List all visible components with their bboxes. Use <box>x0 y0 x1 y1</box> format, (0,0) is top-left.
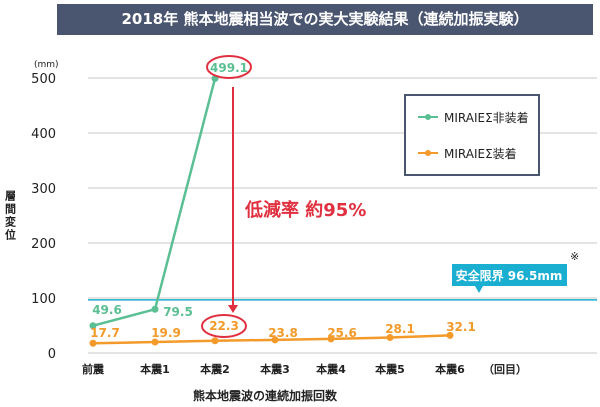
data-point <box>446 331 454 339</box>
data-label: 79.5 <box>163 305 193 319</box>
legend-label: MIRAIEΣ非装着 <box>444 110 529 125</box>
y-unit: (mm) <box>34 60 59 70</box>
x-tick-label: 本震4 <box>316 362 346 376</box>
highlight-circle <box>201 314 247 338</box>
legend-label: MIRAIEΣ装着 <box>444 146 517 161</box>
safety-limit-pointer <box>475 286 483 293</box>
legend <box>404 94 540 176</box>
y-tick-label: 0 <box>48 347 56 362</box>
y-axis-label: 層間変位 <box>4 190 17 242</box>
y-tick-label: 100 <box>31 292 56 307</box>
x-tick-label: 本震1 <box>140 362 170 376</box>
y-tick-label: 300 <box>31 182 56 197</box>
data-point <box>386 334 394 342</box>
highlight-circle <box>206 55 252 79</box>
footnote-mark: ※ <box>570 250 579 263</box>
data-label: 49.6 <box>92 303 122 317</box>
x-axis-label: 熊本地震波の連続加振回数 <box>193 388 338 403</box>
data-label: 22.3 <box>209 319 239 333</box>
legend-marker <box>425 114 431 120</box>
y-tick-label: 400 <box>31 127 56 142</box>
data-point <box>271 336 279 344</box>
safety-limit-label-box <box>452 264 567 286</box>
data-point <box>151 305 159 313</box>
x-tick-label: 本震5 <box>375 362 405 376</box>
data-label: 28.1 <box>385 322 415 336</box>
x-tick-label: 本震6 <box>435 362 465 376</box>
data-label: 17.7 <box>90 326 120 340</box>
data-point <box>151 338 159 346</box>
data-label: 23.8 <box>268 326 298 340</box>
y-tick-label: 500 <box>31 72 56 87</box>
reduction-annotation: 低減率 約95% <box>244 199 366 221</box>
x-unit: （回目） <box>483 362 527 376</box>
y-tick-label: 200 <box>31 237 56 252</box>
data-point <box>211 337 219 345</box>
x-tick-label: 本震3 <box>260 362 290 376</box>
data-label: 25.6 <box>327 326 357 340</box>
safety-limit-label: 安全限界 96.5mm <box>456 268 563 283</box>
data-point <box>89 322 97 330</box>
data-label: 19.9 <box>151 326 181 340</box>
data-label: 32.1 <box>446 320 476 334</box>
x-tick-label: 前震 <box>82 362 105 376</box>
data-label: 499.1 <box>210 61 248 75</box>
data-point <box>89 339 97 347</box>
chart-title: 2018年 熊本地震相当波での実大実験結果（連続加振実験） <box>57 4 593 35</box>
reduction-arrowhead <box>228 305 238 313</box>
data-point <box>327 335 335 343</box>
legend-marker <box>425 150 431 156</box>
series-line-0 <box>92 78 217 327</box>
x-tick-label: 本震2 <box>200 362 230 376</box>
